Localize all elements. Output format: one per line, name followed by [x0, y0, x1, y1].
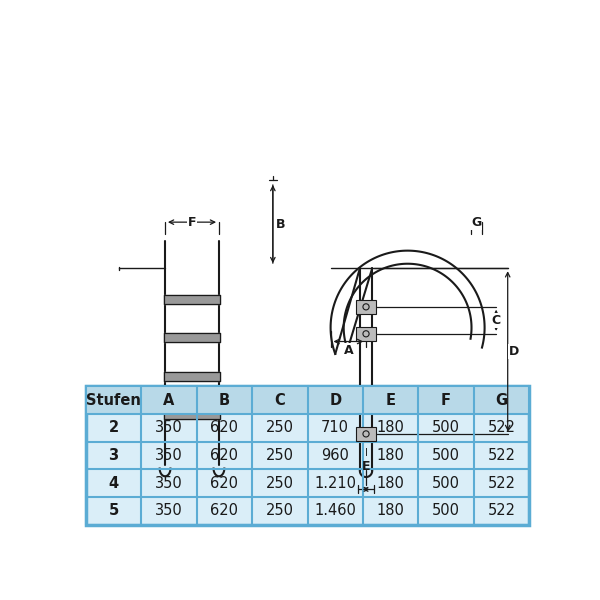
Text: G: G	[496, 392, 508, 407]
Text: 4: 4	[109, 476, 119, 491]
Text: C: C	[274, 392, 285, 407]
Text: 250: 250	[266, 420, 294, 435]
Text: 180: 180	[377, 448, 404, 463]
Text: 250: 250	[266, 503, 294, 518]
Text: 350: 350	[155, 448, 183, 463]
Text: F: F	[441, 392, 451, 407]
Text: 960: 960	[321, 448, 349, 463]
Text: 620: 620	[211, 420, 238, 435]
Text: 620: 620	[211, 503, 238, 518]
Text: E: E	[362, 460, 370, 473]
Text: 522: 522	[488, 476, 515, 491]
Text: 250: 250	[266, 476, 294, 491]
Text: 1.210: 1.210	[314, 476, 356, 491]
Text: D: D	[329, 392, 341, 407]
Text: A: A	[343, 344, 353, 357]
Text: C: C	[491, 314, 501, 327]
Text: 350: 350	[155, 503, 183, 518]
Text: F: F	[188, 215, 196, 229]
Text: B: B	[276, 218, 286, 230]
Text: A: A	[163, 392, 175, 407]
Text: 180: 180	[377, 420, 404, 435]
Text: 180: 180	[377, 503, 404, 518]
Bar	[356, 300, 376, 314]
Text: 350: 350	[155, 476, 183, 491]
Text: 5: 5	[109, 503, 119, 518]
Text: 620: 620	[211, 448, 238, 463]
Text: 3: 3	[109, 448, 119, 463]
Text: 620: 620	[211, 476, 238, 491]
Text: E: E	[386, 392, 395, 407]
Text: 522: 522	[488, 503, 515, 518]
Bar	[86, 386, 529, 414]
Text: 500: 500	[432, 420, 460, 435]
Text: 350: 350	[155, 420, 183, 435]
Text: 522: 522	[488, 420, 515, 435]
Text: 2: 2	[109, 420, 119, 435]
Text: D: D	[509, 344, 519, 358]
Text: 180: 180	[377, 476, 404, 491]
Text: 250: 250	[266, 448, 294, 463]
Text: 522: 522	[488, 448, 515, 463]
Text: 500: 500	[432, 448, 460, 463]
Text: 710: 710	[321, 420, 349, 435]
Text: I: I	[365, 448, 367, 458]
Text: 1.460: 1.460	[314, 503, 356, 518]
Text: 500: 500	[432, 476, 460, 491]
Text: Stufen: Stufen	[86, 392, 141, 407]
Text: 500: 500	[432, 503, 460, 518]
Text: G: G	[471, 215, 481, 229]
Text: B: B	[219, 392, 230, 407]
Bar	[356, 327, 376, 341]
Bar	[356, 427, 376, 441]
Bar	[86, 386, 529, 525]
